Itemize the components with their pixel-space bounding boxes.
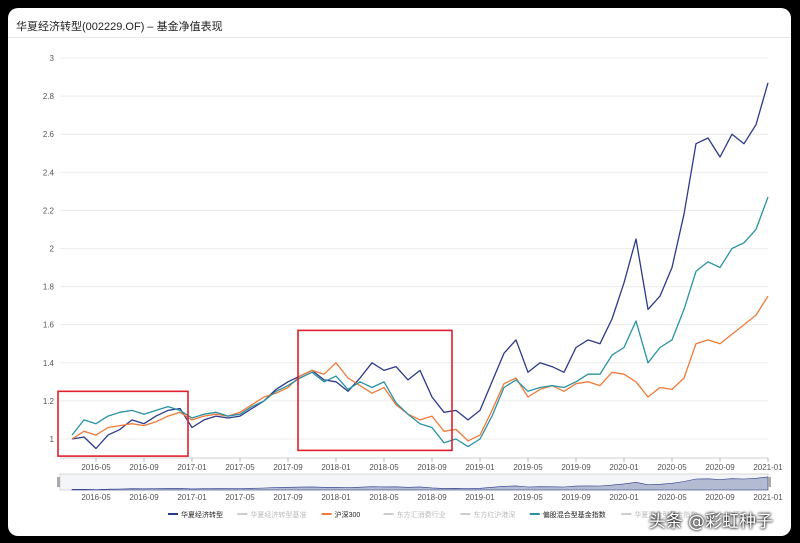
legend: 华夏经济转型 华夏经济转型基准 沪深300 东方汇消费行业 东方红沪港深 偏股混合型基金指…: [168, 510, 747, 519]
legend-item[interactable]: 沪深300: [321, 510, 361, 519]
x-tick-label: 2018-01: [321, 463, 351, 472]
x-tick-label: 2020-01: [609, 463, 639, 472]
y-tick-label: 1: [50, 435, 55, 444]
legend-label: 华夏经济转型基准: [250, 510, 306, 519]
highlight-box-2: [297, 329, 453, 452]
navigator-tick-label: 2020-05: [657, 493, 687, 502]
navigator-area: [71, 476, 769, 491]
navigator-tick-label: 2020-09: [705, 493, 735, 502]
navigator-handle-right[interactable]: [768, 477, 771, 487]
legend-label: 中证…: [726, 510, 747, 519]
x-tick-label: 2016-05: [81, 463, 111, 472]
navigator-tick-label: 2017-09: [273, 493, 303, 502]
x-tick-label: 2018-09: [417, 463, 447, 472]
x-tick-label: 2019-01: [465, 463, 495, 472]
navigator-tick-label: 2018-05: [369, 493, 399, 502]
navigator-tick-label: 2021-01: [753, 493, 783, 502]
y-tick-label: 3: [50, 54, 55, 63]
title-divider: [8, 37, 791, 38]
legend-label: 东方汇消费行业: [397, 510, 446, 519]
navigator-tick-label: 2018-09: [417, 493, 447, 502]
navigator-tick-label: 2019-05: [513, 493, 543, 502]
x-tick-label: 2017-01: [177, 463, 207, 472]
navigator-tick-label: 2016-05: [81, 493, 111, 502]
x-tick-label: 2016-09: [129, 463, 159, 472]
y-tick-label: 2.8: [43, 92, 55, 101]
y-tick-label: 2.4: [43, 168, 55, 177]
navigator-tick-label: 2019-01: [465, 493, 495, 502]
highlight-box-1: [57, 390, 189, 457]
legend-item[interactable]: 东方汇消费行业: [383, 510, 446, 519]
range-navigator[interactable]: 2016-05 2016-09 2017-01 2017-05 2017-09 2018-…: [57, 473, 783, 502]
chart-title: 华夏经济转型(002229.OF) – 基金净值表现: [16, 21, 223, 33]
x-tick-label: 2019-09: [561, 463, 591, 472]
legend-item[interactable]: 华夏混合型基金指数: [621, 510, 697, 519]
legend-item[interactable]: 华夏经济转型基准: [237, 510, 306, 519]
series-line-2: [71, 196, 769, 448]
navigator-tick-label: 2017-05: [225, 493, 255, 502]
navigator-handle-left[interactable]: [57, 477, 60, 487]
legend-item[interactable]: 华夏经济转型: [168, 510, 223, 519]
legend-label: 华夏混合型基金指数: [634, 510, 697, 519]
legend-label: 沪深300: [335, 510, 361, 519]
line-chart: 11.21.41.61.822.22.42.62.83 2016-05 2016-…: [43, 54, 783, 519]
legend-label: 华夏经济转型: [181, 510, 223, 519]
y-tick-label: 1.6: [43, 321, 55, 330]
x-tick-label: 2017-09: [273, 463, 303, 472]
x-tick-label: 2020-05: [657, 463, 687, 472]
navigator-tick-label: 2018-01: [321, 493, 351, 502]
y-tick-label: 2: [50, 244, 55, 253]
legend-item[interactable]: 东方红沪港深: [460, 510, 515, 519]
legend-label: 东方红沪港深: [473, 510, 515, 519]
y-tick-label: 2.6: [43, 130, 55, 139]
y-tick-label: 1.4: [43, 359, 55, 368]
legend-label: 偏股混合型基金指数: [543, 510, 606, 519]
x-tick-label: 2020-09: [705, 463, 735, 472]
y-tick-label: 1.2: [43, 397, 55, 406]
navigator-tick-label: 2020-01: [609, 493, 639, 502]
grid: [60, 57, 768, 440]
series-line-0: [71, 82, 769, 450]
chart-window: 华夏经济转型(002229.OF) – 基金净值表现 1 1.2 1.4 1.6 1.8…: [8, 8, 791, 536]
series-line-1: [71, 295, 769, 442]
x-tick-label: 2021-01: [753, 463, 783, 472]
y-tick-label: 1.8: [43, 283, 55, 292]
navigator-tick-label: 2016-09: [129, 493, 159, 502]
x-tick-label: 2017-05: [225, 463, 255, 472]
x-axis: 2016-05 2016-09 2017-01 2017-05 2017-09 2018-…: [60, 457, 783, 472]
legend-item[interactable]: 中证…: [713, 510, 747, 519]
y-axis: 1 1.2 1.4 1.6 1.8 2 2.2 2.4 2.6 2.8 3: [43, 54, 55, 444]
x-tick-label: 2019-05: [513, 463, 543, 472]
navigator-tick-label: 2017-01: [177, 493, 207, 502]
series-lines: [71, 82, 769, 450]
y-tick-label: 2.2: [43, 206, 55, 215]
legend-item[interactable]: 偏股混合型基金指数: [529, 510, 606, 519]
watermark: 头条 @彩虹种子: [648, 512, 773, 532]
x-tick-label: 2018-05: [369, 463, 399, 472]
highlight-boxes: [57, 329, 453, 457]
navigator-tick-label: 2019-09: [561, 493, 591, 502]
